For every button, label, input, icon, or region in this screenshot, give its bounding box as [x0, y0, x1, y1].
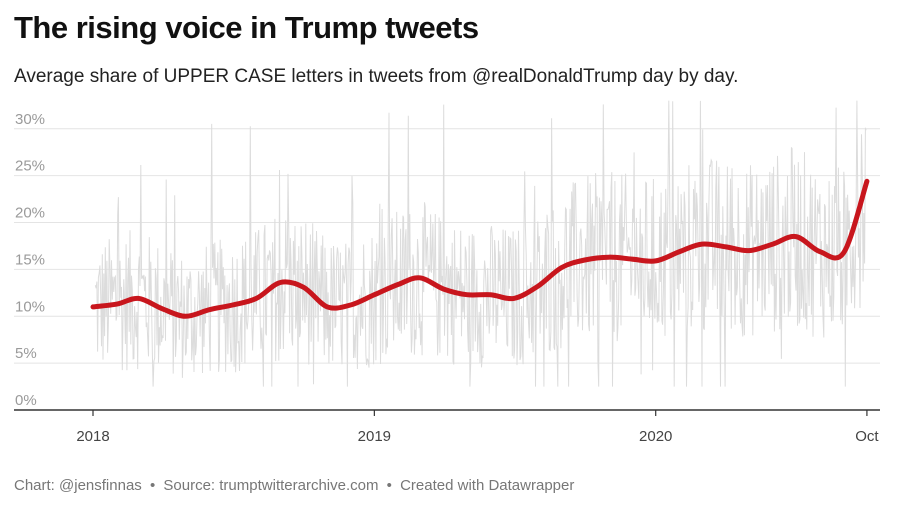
- y-axis-labels: 0% 5% 10% 15% 20% 25% 30%: [15, 111, 45, 409]
- y-tick-label: 10%: [15, 298, 45, 315]
- y-tick-label: 30%: [15, 111, 45, 128]
- x-tick-label: 2020: [639, 428, 672, 445]
- x-tick-label: Oct: [855, 428, 879, 445]
- footer-chart-by[interactable]: Chart: @jensfinnas: [14, 477, 142, 494]
- x-axis: 2018 2019 2020 Oct: [14, 409, 880, 445]
- y-tick-label: 25%: [15, 158, 45, 175]
- y-tick-label: 0%: [15, 392, 37, 409]
- chart-footer: Chart: @jensfinnas • Source: trumptwitte…: [14, 477, 574, 494]
- y-tick-label: 20%: [15, 205, 45, 222]
- chart-subtitle: Average share of UPPER CASE letters in t…: [14, 66, 739, 87]
- daily-values-series: [94, 100, 867, 387]
- trend-line: [90, 178, 870, 319]
- footer-created-with[interactable]: Created with Datawrapper: [400, 477, 575, 494]
- footer-source[interactable]: Source: trumptwitterarchive.com: [163, 477, 379, 494]
- y-tick-label: 15%: [15, 251, 45, 268]
- y-tick-label: 5%: [15, 345, 37, 362]
- footer-separator: •: [149, 477, 156, 494]
- x-tick-label: 2019: [358, 428, 391, 445]
- chart-title: The rising voice in Trump tweets: [14, 10, 479, 45]
- footer-separator: •: [386, 477, 392, 494]
- daily-values-line: [94, 100, 867, 387]
- trend-line-series: [90, 178, 870, 319]
- x-tick-label: 2018: [76, 428, 109, 445]
